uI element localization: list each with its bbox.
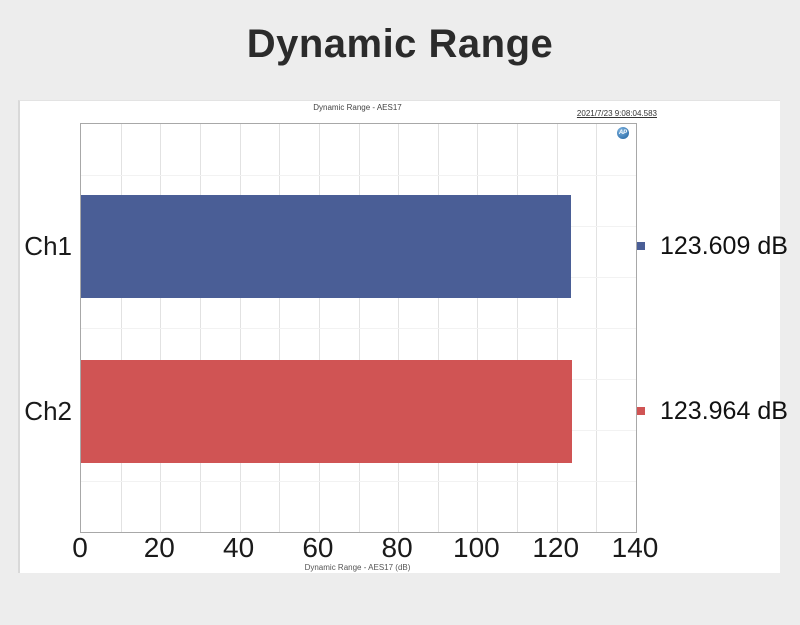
ap-logo-icon: AP — [617, 127, 629, 139]
x-tick-label: 0 — [72, 532, 88, 563]
value-annotation-ch2: 123.964 dB — [637, 393, 788, 429]
x-tick-label: 40 — [223, 532, 255, 563]
x-tick-label: 20 — [143, 532, 175, 563]
horizontal-gridline — [81, 175, 636, 176]
horizontal-gridline — [81, 481, 636, 482]
x-tick-label: 120 — [532, 532, 580, 563]
x-axis-label: Dynamic Range - AES17 (dB) — [304, 563, 411, 572]
chart-panel: Dynamic Range - AES17 2021/7/23 9:08:04.… — [18, 100, 788, 573]
chart-timestamp: 2021/7/23 9:08:04.583 — [576, 109, 657, 118]
chart-title: Dynamic Range - AES17 — [313, 103, 402, 112]
series-marker-ch2-icon — [637, 407, 645, 415]
category-label-ch1: Ch1 — [24, 231, 72, 261]
value-annotation-ch1: 123.609 dB — [637, 228, 788, 264]
series-marker-ch1-icon — [637, 242, 645, 250]
horizontal-gridline — [81, 328, 636, 329]
page-title: Dynamic Range — [246, 22, 554, 66]
x-tick-label: 100 — [453, 532, 500, 563]
value-label-ch2: 123.964 dB — [660, 396, 788, 425]
ap-logo-text: AP — [618, 130, 628, 136]
value-label-ch1: 123.609 dB — [660, 231, 788, 260]
x-tick-label: 140 — [611, 532, 659, 563]
bar-ch2 — [81, 360, 573, 463]
plot-area: AP — [80, 123, 637, 533]
bar-ch1 — [81, 195, 571, 298]
category-label-ch2: Ch2 — [24, 396, 72, 426]
x-tick-label: 80 — [381, 532, 413, 563]
x-tick-label: 60 — [302, 532, 334, 563]
